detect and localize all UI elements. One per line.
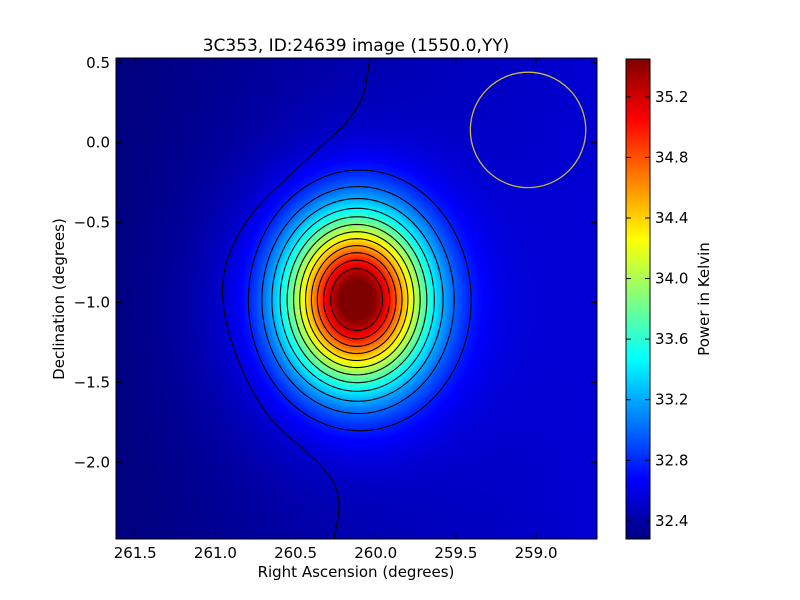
y-tick-label: 0.0	[86, 134, 110, 152]
x-tick-label: 260.0	[354, 544, 397, 562]
contour-level-6	[293, 223, 421, 376]
y-tick-label: −1.5	[74, 373, 110, 391]
y-tick-label: −0.5	[74, 214, 110, 232]
contour-level-12	[330, 268, 384, 332]
x-axis-label: Right Ascension (degrees)	[258, 563, 455, 581]
colorbar-tick-label: 34.0	[655, 270, 688, 288]
colorbar-tick-label: 34.8	[655, 148, 688, 166]
contour-outer	[222, 58, 371, 539]
colorbar-tick-label: 33.2	[655, 391, 688, 409]
contour-level-5	[286, 216, 428, 384]
contour-level-9	[310, 245, 403, 355]
colorbar-tick-label: 32.4	[655, 512, 688, 530]
y-tick-label: −1.0	[74, 293, 110, 311]
contour-level-11	[323, 259, 391, 340]
x-tick-label: 259.5	[434, 544, 477, 562]
contour-lines	[222, 58, 472, 539]
plot-frame	[115, 57, 598, 540]
contour-level-3	[271, 197, 444, 402]
x-axis: 261.5 261.0 260.5 260.0 259.5 259.0	[114, 58, 558, 562]
contour-level-10	[316, 252, 397, 347]
colorbar: 32.4 32.8 33.2 33.6 34.0 34.4 34.8 35.2 Power i…	[625, 58, 713, 540]
beam-circle	[469, 71, 587, 189]
contour-level-4	[279, 207, 435, 392]
y-axis-label: Declination (degrees)	[50, 218, 68, 380]
plot-area	[115, 57, 598, 540]
x-tick-label: 259.0	[515, 544, 558, 562]
chart-title: 3C353, ID:24639 image (1550.0,YY)	[203, 36, 510, 56]
x-tick-label: 261.5	[114, 544, 157, 562]
contour-level-2	[261, 186, 455, 415]
colorbar-tick-label: 35.2	[655, 88, 688, 106]
y-tick-label: −2.0	[74, 453, 110, 471]
colorbar-tick-label: 33.6	[655, 330, 688, 348]
x-tick-label: 260.5	[274, 544, 317, 562]
contour-level-7	[299, 231, 415, 369]
heatmap-image	[116, 58, 597, 539]
colorbar-ticks: 32.4 32.8 33.2 33.6 34.0 34.4 34.8 35.2	[626, 88, 688, 530]
contour-level-1	[247, 169, 472, 432]
colorbar-gradient	[625, 58, 651, 540]
colorbar-tick-label: 32.8	[655, 451, 688, 469]
y-axis: 0.5 0.0 −0.5 −1.0 −1.5 −2.0	[74, 54, 597, 471]
contour-level-8	[305, 238, 409, 362]
colorbar-label: Power in Kelvin	[695, 242, 713, 356]
x-tick-label: 261.0	[194, 544, 237, 562]
y-tick-label: 0.5	[86, 54, 110, 72]
colorbar-tick-label: 34.4	[655, 209, 688, 227]
